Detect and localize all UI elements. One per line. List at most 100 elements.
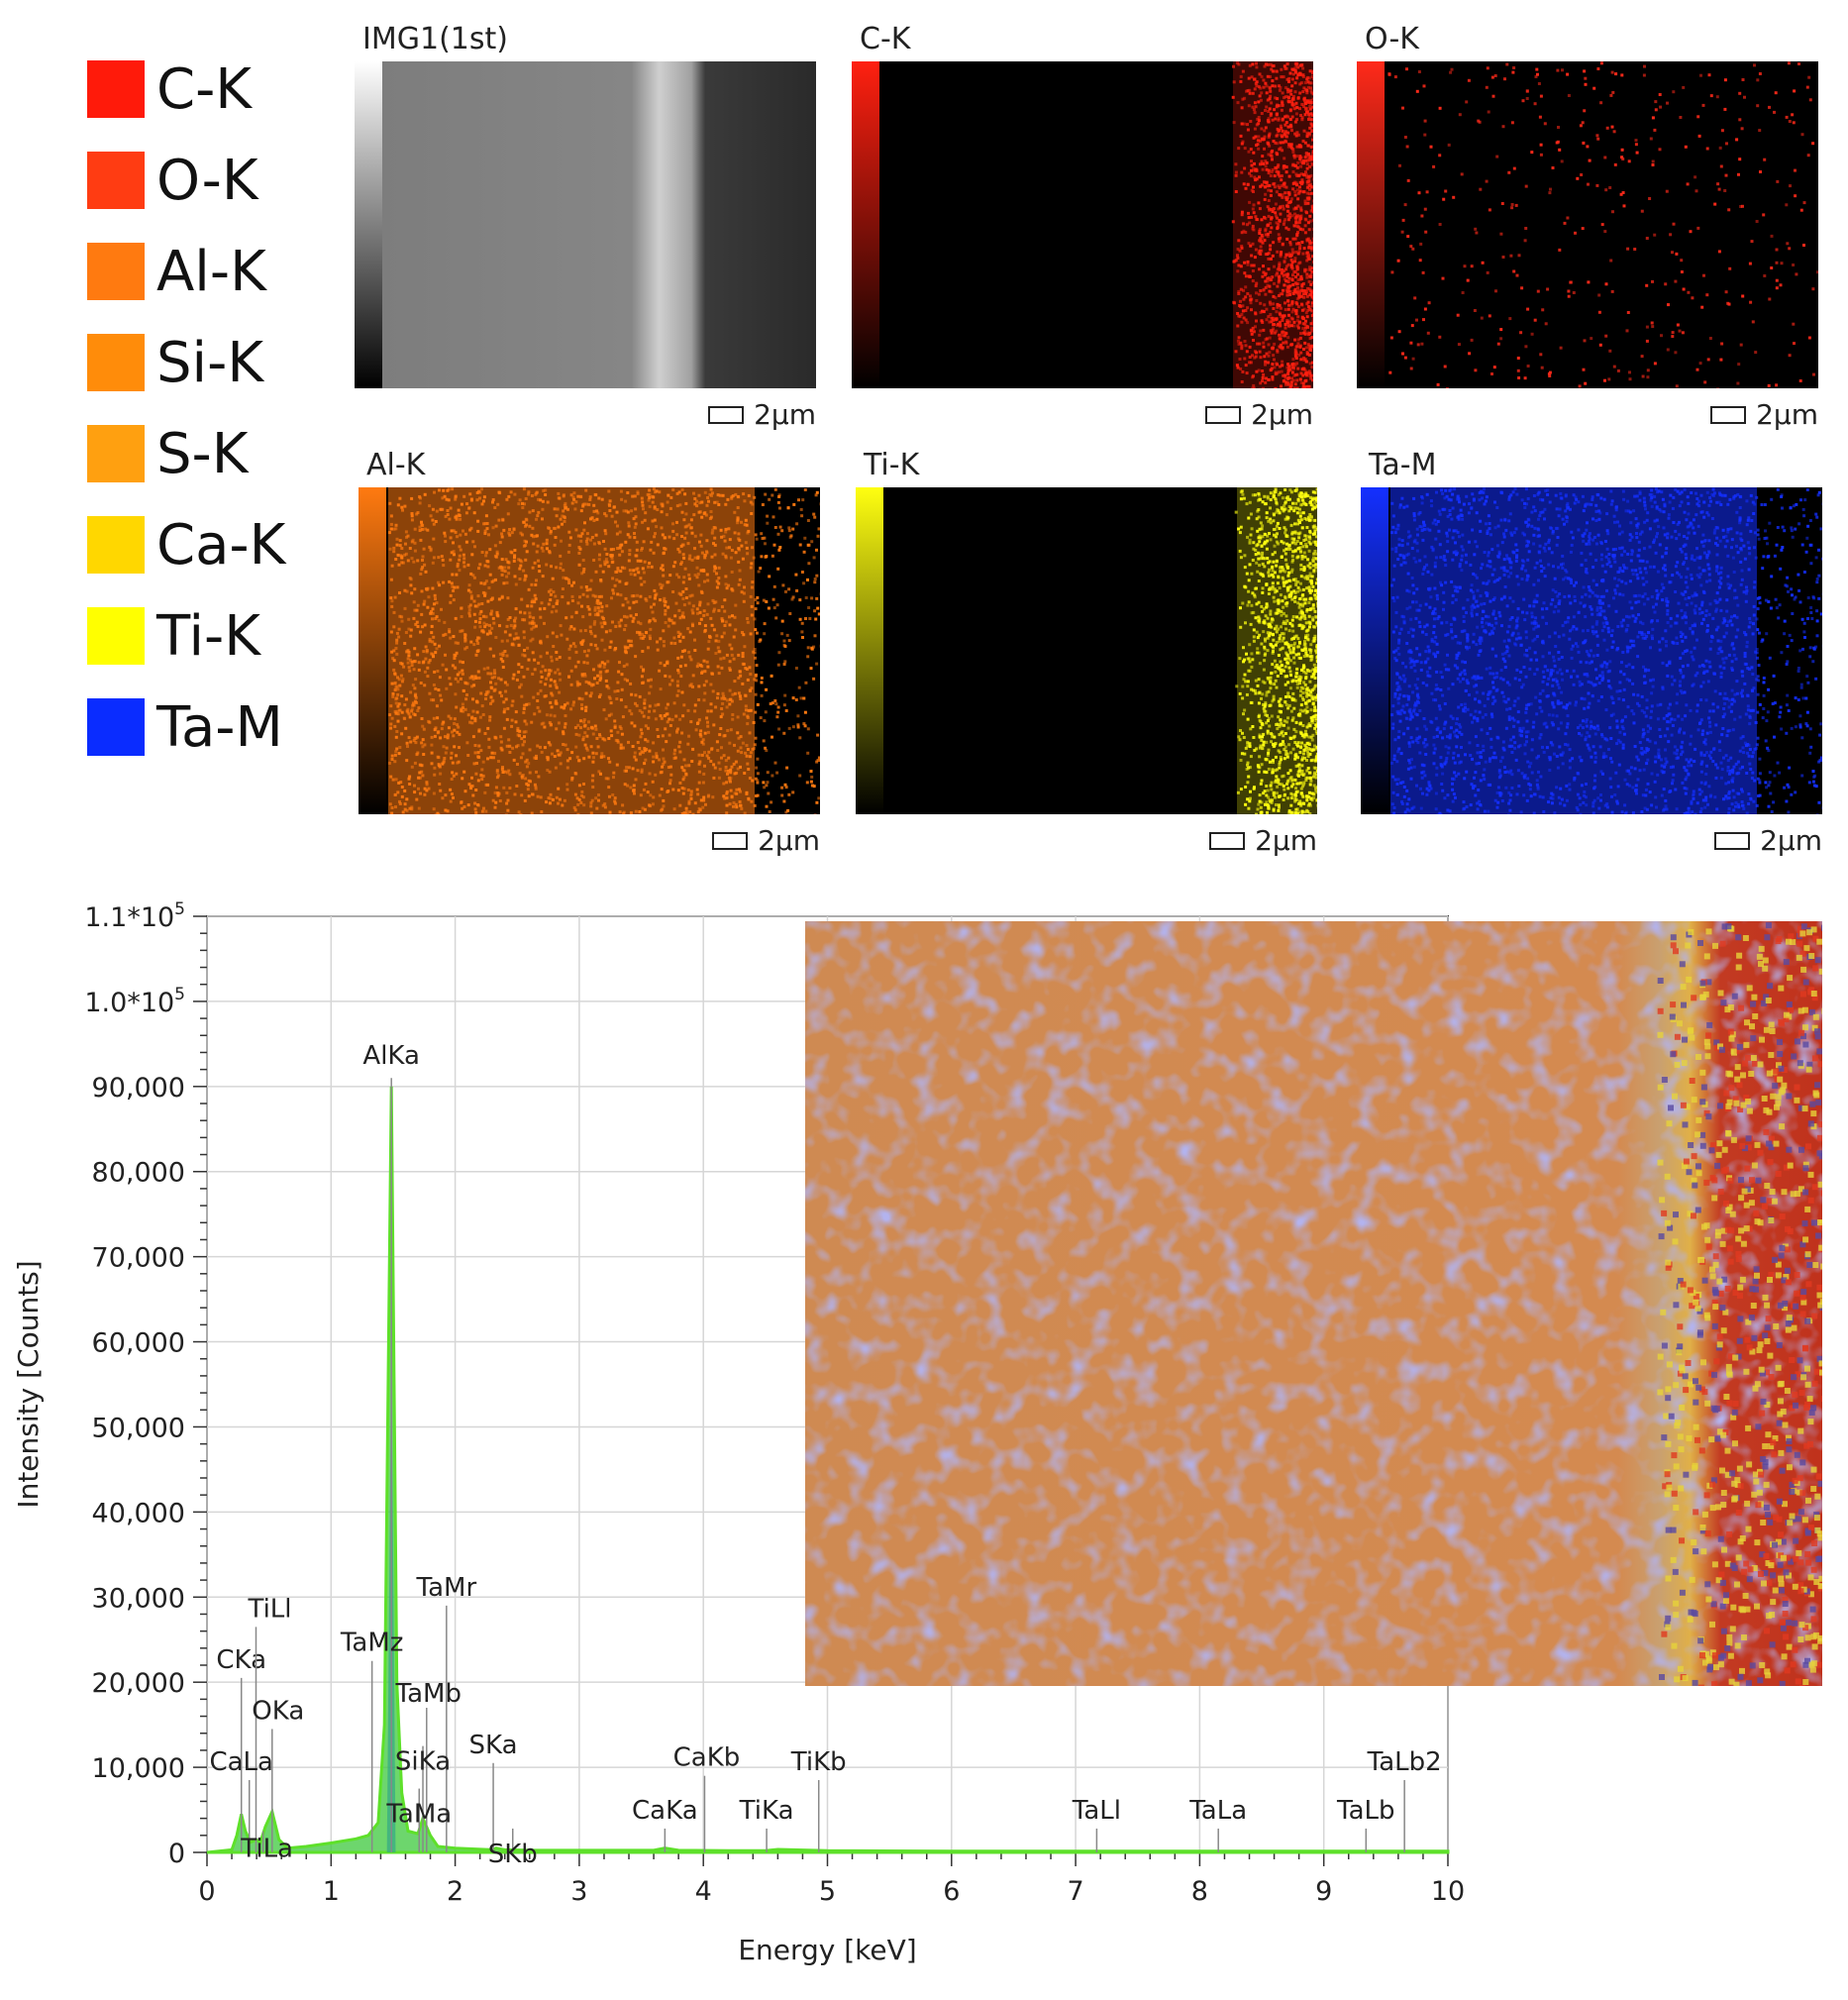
x-tick-label: 7 [1068, 1876, 1084, 1907]
peak-label: TiLl [247, 1594, 291, 1624]
x-tick-label: 3 [570, 1876, 587, 1907]
legend-swatch [87, 334, 145, 391]
legend-item: Ti-K [87, 603, 260, 669]
scale-bar-icon [1714, 831, 1751, 850]
y-tick-label: 70,000 [92, 1243, 185, 1274]
element-map-panel: Al-K 2μm [359, 448, 820, 864]
scale-bar-icon [1209, 831, 1246, 850]
legend-label: Ta-M [156, 694, 283, 760]
element-map-panel: IMG1(1st) 2μm [355, 22, 816, 438]
scale-bar: 2μm [712, 824, 820, 857]
map-title: C-K [860, 22, 911, 56]
map-graphic [856, 487, 1317, 814]
legend-label: Ca-K [156, 512, 286, 578]
legend-item: Al-K [87, 239, 266, 304]
map-title: Al-K [366, 448, 426, 482]
y-tick-label: 1.0*105 [84, 985, 185, 1018]
scale-bar: 2μm [1710, 398, 1818, 431]
x-tick-label: 10 [1431, 1876, 1465, 1907]
legend-label: Al-K [156, 239, 266, 304]
legend-label: C-K [156, 56, 253, 122]
y-tick-label: 10,000 [92, 1753, 185, 1784]
y-tick-label: 0 [168, 1839, 185, 1869]
peak-label: TaLa [1188, 1796, 1247, 1826]
map-image [856, 487, 1317, 814]
x-tick-label: 5 [819, 1876, 836, 1907]
y-tick-label: 80,000 [92, 1158, 185, 1189]
y-tick-label: 30,000 [92, 1583, 185, 1614]
legend-item: Ta-M [87, 694, 283, 760]
y-tick-label: 90,000 [92, 1073, 185, 1104]
peak-label: TaMr [416, 1573, 477, 1603]
x-tick-label: 8 [1191, 1876, 1208, 1907]
peak-label: TiKa [739, 1796, 794, 1826]
x-tick-label: 1 [323, 1876, 340, 1907]
map-image [1357, 61, 1818, 388]
legend-swatch [87, 698, 145, 756]
peak-label: CaKb [673, 1743, 741, 1773]
x-tick-label: 9 [1315, 1876, 1332, 1907]
scale-bar-icon [1710, 405, 1747, 424]
peak-label: SiKa [395, 1747, 451, 1777]
scale-bar-icon [712, 831, 749, 850]
legend-label: Si-K [156, 330, 264, 395]
peak-label: TaLb2 [1367, 1747, 1442, 1777]
map-graphic [1357, 61, 1818, 388]
scale-bar-icon [1205, 405, 1242, 424]
map-title: O-K [1365, 22, 1419, 56]
map-image [359, 487, 820, 814]
y-tick-label: 40,000 [92, 1498, 185, 1528]
legend-label: S-K [156, 421, 249, 486]
peak-label: TaMz [340, 1629, 404, 1658]
scale-label: 2μm [1251, 398, 1313, 431]
x-tick-label: 0 [198, 1876, 215, 1907]
element-map-panel: Ti-K 2μm [856, 448, 1317, 864]
element-map-panel: Ta-M 2μm [1361, 448, 1822, 864]
peak-label: TaLb [1336, 1796, 1395, 1826]
peak-label: CaKa [632, 1796, 698, 1826]
peak-label: TaMb [395, 1679, 462, 1709]
peak-label: SKa [469, 1731, 518, 1760]
scale-label: 2μm [754, 398, 816, 431]
element-map-panel: C-K 2μm [852, 22, 1313, 438]
x-tick-label: 4 [695, 1876, 712, 1907]
legend-swatch [87, 516, 145, 574]
legend-item: Ca-K [87, 512, 286, 578]
legend-item: C-K [87, 56, 253, 122]
peak-label: TaLl [1072, 1796, 1121, 1826]
y-tick-label: 20,000 [92, 1668, 185, 1699]
scale-bar: 2μm [1209, 824, 1317, 857]
peak-label: SKb [488, 1840, 538, 1869]
y-axis-label: Intensity [Counts] [12, 1260, 45, 1508]
legend-swatch [87, 243, 145, 300]
map-graphic [852, 61, 1313, 388]
map-graphic [359, 487, 820, 814]
map-title: IMG1(1st) [362, 22, 508, 56]
scale-label: 2μm [758, 824, 820, 857]
legend-label: Ti-K [156, 603, 260, 669]
peak-label: CKa [216, 1645, 266, 1675]
peak-label: TiKb [790, 1747, 847, 1777]
legend-item: O-K [87, 148, 258, 213]
scale-label: 2μm [1760, 824, 1822, 857]
legend-item: Si-K [87, 330, 264, 395]
peak-label: AlKa [362, 1041, 420, 1071]
map-graphic [355, 61, 816, 388]
x-tick-label: 2 [447, 1876, 463, 1907]
overlay-composite-image [805, 921, 1822, 1686]
legend-swatch [87, 152, 145, 209]
scale-label: 2μm [1255, 824, 1317, 857]
legend-swatch [87, 60, 145, 118]
legend-swatch [87, 425, 145, 482]
scale-bar: 2μm [1205, 398, 1313, 431]
scale-bar-icon [708, 405, 745, 424]
element-map-panel: O-K 2μm [1357, 22, 1818, 438]
map-title: Ta-M [1369, 448, 1437, 482]
scale-label: 2μm [1756, 398, 1818, 431]
legend-label: O-K [156, 148, 258, 213]
y-tick-label: 1.1*105 [84, 899, 185, 933]
legend-swatch [87, 607, 145, 665]
legend-item: S-K [87, 421, 249, 486]
scale-bar: 2μm [1714, 824, 1822, 857]
map-image [852, 61, 1313, 388]
